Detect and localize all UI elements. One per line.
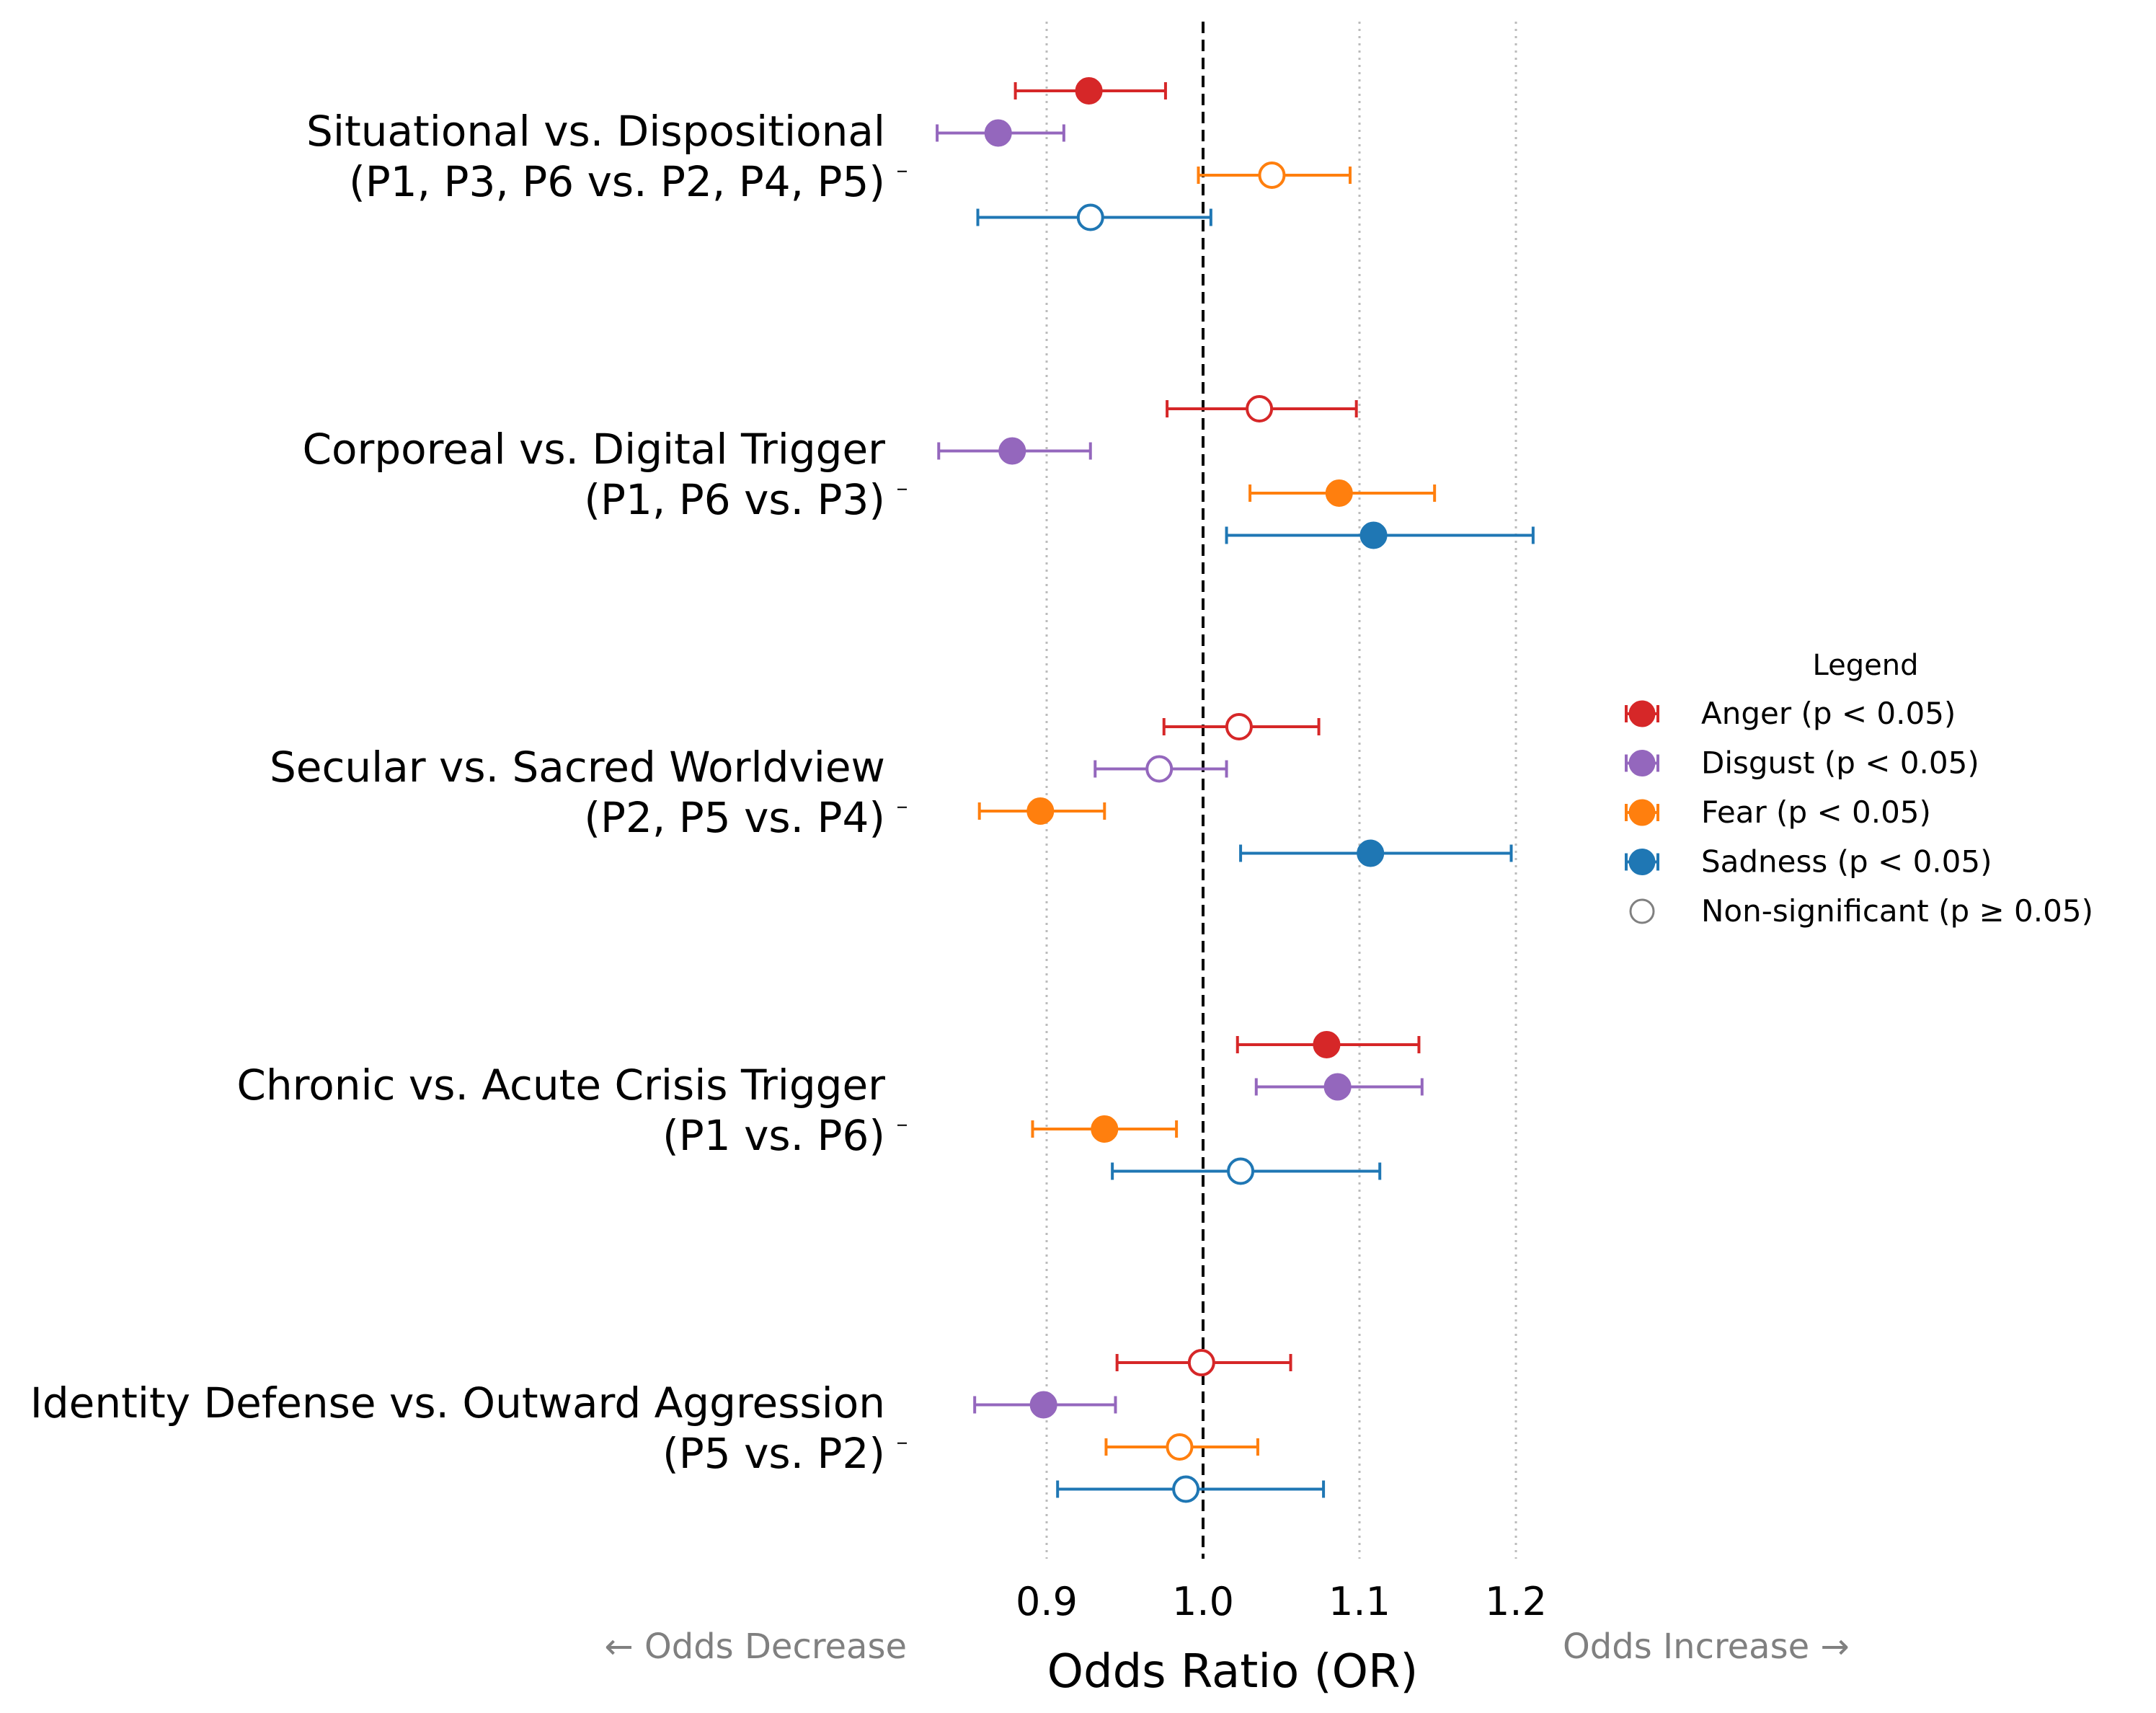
forest-row-sadness [1111,1157,1382,1185]
point-estimate-nonsignificant [1076,203,1104,231]
legend-item: Non-significant (p ≥ 0.05) [1629,893,2093,929]
legend-marker [1628,849,1656,875]
point-estimate-nonsignificant [1187,1349,1215,1376]
point-estimate-nonsignificant [1145,755,1174,783]
forest-row-fear [1248,479,1437,507]
gridlines [1045,22,1517,1559]
annotation-odds-increase: Odds Increase → [1563,1626,1850,1667]
forest-row-sadness [1056,1475,1326,1503]
x-tick-label: 1.0 [1172,1579,1234,1624]
forest-row-sadness [1239,839,1513,867]
point-estimate-nonsignificant [1258,161,1286,189]
forest-row-fear [1104,1433,1259,1461]
legend-marker [1628,799,1656,826]
forest-row-fear [977,797,1106,825]
legend-label: Anger (p < 0.05) [1701,696,1956,731]
forest-row-anger [1013,77,1167,105]
legend-title: Legend [1813,649,1919,682]
legend-item: Anger (p < 0.05) [1625,696,1956,731]
x-tick-label: 1.2 [1485,1579,1547,1624]
legend-item: Sadness (p < 0.05) [1625,844,1992,880]
forest-row-sadness [1225,521,1535,549]
point-estimate-nonsignificant [1225,713,1253,740]
forest-row-fear [1197,161,1352,189]
group-label-line2: (P2, P5 vs. P4) [584,793,885,842]
legend-label: Non-significant (p ≥ 0.05) [1701,893,2093,929]
forest-row-fear [1031,1115,1179,1143]
forest-row-anger [1115,1349,1292,1376]
point-estimate-significant [1029,1391,1057,1419]
legend: Legend Anger (p < 0.05) Disgust (p < 0.05… [1625,649,2093,929]
x-axis-ticks: 0.9 1.0 1.1 1.2 [1016,1579,1547,1624]
point-estimate-nonsignificant [1246,395,1274,422]
group-label-line2: (P5 vs. P2) [662,1429,885,1478]
group-label-line2: (P1, P6 vs. P3) [584,475,885,524]
forest-row-anger [1236,1031,1421,1058]
legend-label: Fear (p < 0.05) [1701,794,1931,830]
legend-label: Sadness (p < 0.05) [1701,844,1992,880]
point-estimate-significant [1323,1073,1352,1101]
group-label-line2: (P1 vs. P6) [662,1111,885,1160]
group-label-line1: Chronic vs. Acute Crisis Trigger [236,1061,885,1110]
group-label-line2: (P1, P3, P6 vs. P2, P4, P5) [349,157,885,206]
x-tick-label: 1.1 [1328,1579,1390,1624]
point-estimate-nonsignificant [1166,1433,1194,1461]
point-estimate-significant [1075,77,1103,105]
point-estimate-significant [1091,1115,1119,1143]
point-estimate-significant [1359,521,1388,549]
forest-row-sadness [976,203,1212,231]
group-label-line1: Corporeal vs. Digital Trigger [303,425,886,474]
group-label-line1: Situational vs. Dispositional [306,107,885,156]
legend-item: Disgust (p < 0.05) [1625,745,1979,781]
forest-row-disgust [1254,1073,1424,1101]
point-estimate-significant [1325,479,1353,507]
legend-label: Disgust (p < 0.05) [1701,745,1979,781]
forest-row-disgust [936,119,1065,147]
point-estimate-significant [998,437,1026,465]
annotation-odds-decrease: ← Odds Decrease [604,1626,907,1667]
legend-marker [1628,750,1656,776]
point-estimate-significant [1313,1031,1341,1058]
point-estimate-nonsignificant [1172,1475,1200,1503]
x-tick-label: 0.9 [1016,1579,1078,1624]
point-estimate-significant [1357,839,1385,867]
x-axis-label: Odds Ratio (OR) [1047,1645,1419,1699]
data-marks [936,77,1535,1503]
forest-row-anger [1166,395,1358,422]
point-estimate-significant [984,119,1012,147]
legend-item: Fear (p < 0.05) [1625,794,1931,830]
point-estimate-significant [1026,797,1055,825]
y-axis-labels: Situational vs. Dispositional(P1, P3, P6… [30,107,907,1478]
forest-row-anger [1162,713,1321,740]
forest-row-disgust [1093,755,1228,783]
legend-marker [1628,700,1656,727]
group-label-line1: Identity Defense vs. Outward Aggression [30,1378,885,1428]
point-estimate-nonsignificant [1227,1157,1255,1185]
legend-marker-hollow [1629,898,1655,924]
forest-row-disgust [973,1391,1117,1419]
group-label-line1: Secular vs. Sacred Worldview [270,743,885,792]
forest-row-disgust [937,437,1092,465]
